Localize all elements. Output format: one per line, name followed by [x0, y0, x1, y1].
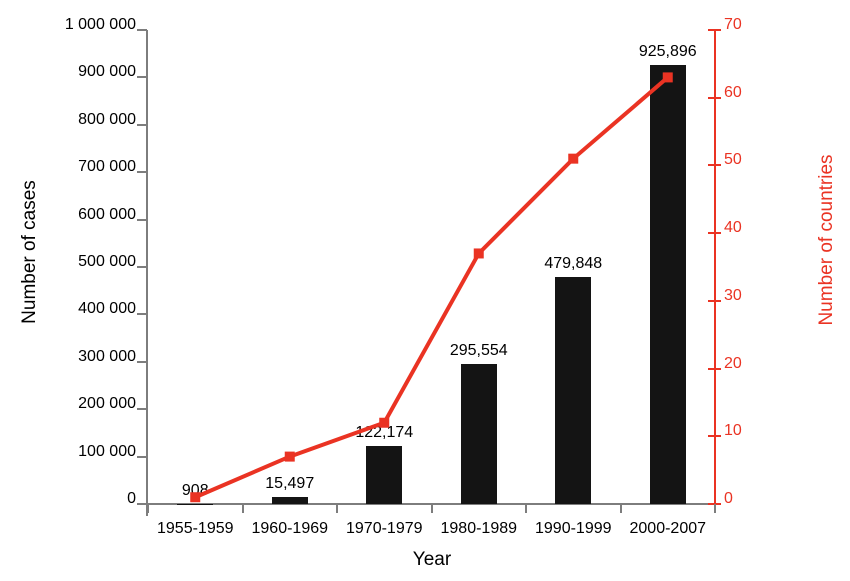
x-axis-tick: [336, 504, 338, 513]
y-axis-tick-right: [708, 435, 721, 438]
line-point-marker: [190, 492, 201, 503]
y-axis-tick-label-right: 70: [724, 16, 742, 33]
x-axis-line: [138, 503, 717, 505]
y-axis-tick-right: [708, 29, 721, 31]
y-axis-tick-label-right: 10: [724, 422, 742, 440]
bar-value-label: 925,896: [638, 43, 697, 61]
y-axis-tick-label-right: 60: [724, 83, 742, 101]
y-axis-tick-right: [708, 96, 721, 99]
x-axis-tick: [714, 504, 716, 513]
y-axis-tick-label-left: 800 000: [78, 110, 136, 128]
y-axis-tick-label-left: 400 000: [78, 300, 136, 318]
y-axis-line-right: [714, 30, 716, 509]
y-axis-tick-left: [137, 29, 147, 31]
bar-value-label: 15,497: [265, 474, 315, 492]
y-axis-tick-left: [137, 408, 147, 411]
y-axis-tick-label-right: 30: [724, 286, 742, 304]
x-axis-tick: [619, 504, 622, 513]
y-axis-tick-left: [137, 313, 147, 316]
line-point-marker: [473, 248, 484, 259]
line-point-marker: [379, 417, 390, 428]
y-axis-tick-right: [708, 232, 721, 235]
y-axis-tick-label-right: 50: [724, 151, 742, 169]
bar: [177, 503, 214, 504]
line-point-marker: [662, 72, 673, 83]
y-axis-tick-left: [137, 266, 147, 268]
x-axis-tick: [241, 504, 244, 513]
y-axis-tick-label-left: 1 000 000: [64, 16, 136, 33]
y-axis-tick-left: [137, 76, 147, 79]
y-axis-tick-right: [708, 164, 721, 167]
y-axis-tick-label-right: 0: [724, 490, 733, 507]
y-axis-tick-left: [137, 171, 147, 174]
x-axis-title: Year: [412, 549, 452, 570]
line-point-marker: [284, 451, 295, 462]
x-category-label: 1960-1969: [251, 520, 329, 537]
y-axis-tick-left: [137, 218, 147, 221]
bar: [460, 363, 497, 504]
y-axis-line-left: [146, 30, 148, 516]
x-axis-tick: [147, 504, 149, 513]
x-axis-tick: [525, 504, 527, 513]
x-axis-tick: [430, 504, 433, 513]
y-axis-tick-label-left: 0: [127, 490, 136, 507]
y-axis-tick-right: [708, 367, 721, 370]
y-axis-tick-label-left: 300 000: [78, 347, 136, 365]
bar-value-label: 295,554: [449, 341, 508, 359]
y-axis-tick-label-right: 20: [724, 354, 742, 372]
y-axis-tick-label-left: 100 000: [78, 442, 136, 460]
countries-line: [194, 75, 670, 500]
bar: [366, 446, 403, 504]
y-axis-tick-left: [137, 123, 147, 126]
x-category-label: 1990-1999: [534, 520, 612, 537]
x-category-label: 1980-1989: [440, 520, 518, 537]
bar: [555, 276, 592, 504]
y-axis-tick-right: [708, 299, 721, 302]
bar: [649, 65, 686, 504]
y-axis-tick-label-left: 500 000: [78, 253, 136, 270]
y-axis-tick-label-right: 40: [724, 219, 742, 237]
x-category-label: 1955-1959: [156, 520, 234, 537]
y-axis-tick-label-left: 700 000: [78, 158, 136, 176]
y-axis-tick-left: [137, 503, 147, 505]
bar: [271, 496, 308, 504]
y-axis-tick-label-left: 200 000: [78, 395, 136, 413]
y-axis-tick-left: [137, 455, 147, 458]
line-point-marker: [568, 153, 579, 164]
y-axis-tick-label-left: 600 000: [78, 205, 136, 223]
y-axis-tick-left: [137, 360, 147, 363]
x-category-label: 1970-1979: [345, 520, 423, 537]
y-axis-tick-label-left: 900 000: [78, 63, 136, 81]
bar-value-label: 479,848: [544, 254, 603, 272]
x-category-label: 2000-2007: [629, 520, 707, 537]
